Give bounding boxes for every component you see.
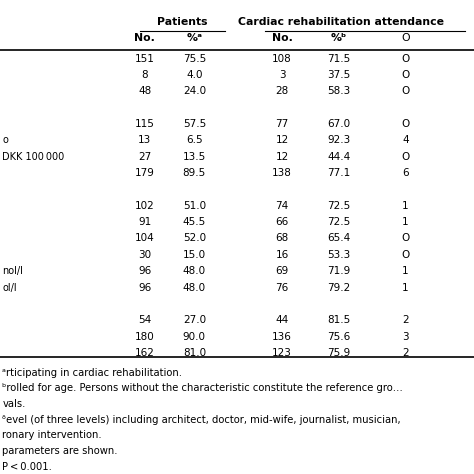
Text: 77.1: 77.1 — [327, 168, 351, 178]
Text: 48.0: 48.0 — [183, 283, 206, 292]
Text: 27.0: 27.0 — [183, 315, 206, 325]
Text: O: O — [401, 152, 410, 162]
Text: 44: 44 — [275, 315, 289, 325]
Text: 79.2: 79.2 — [327, 283, 351, 292]
Text: 68: 68 — [275, 234, 289, 244]
Text: 104: 104 — [135, 234, 155, 244]
Text: 75.9: 75.9 — [327, 348, 351, 358]
Text: 2: 2 — [402, 315, 409, 325]
Text: 28: 28 — [275, 86, 289, 96]
Text: 69: 69 — [275, 266, 289, 276]
Text: 58.3: 58.3 — [327, 86, 351, 96]
Text: parameters are shown.: parameters are shown. — [2, 446, 118, 456]
Text: 72.5: 72.5 — [327, 217, 351, 227]
Text: 1: 1 — [402, 201, 409, 211]
Text: O: O — [401, 119, 410, 129]
Text: 96: 96 — [138, 266, 151, 276]
Text: 81.5: 81.5 — [327, 315, 351, 325]
Text: 3: 3 — [279, 70, 285, 80]
Text: 44.4: 44.4 — [327, 152, 351, 162]
Text: O: O — [401, 86, 410, 96]
Text: 37.5: 37.5 — [327, 70, 351, 80]
Text: %ᵇ: %ᵇ — [331, 33, 347, 43]
Text: 48: 48 — [138, 86, 151, 96]
Text: O: O — [401, 54, 410, 64]
Text: vals.: vals. — [2, 399, 26, 409]
Text: 71.5: 71.5 — [327, 54, 351, 64]
Text: 77: 77 — [275, 119, 289, 129]
Text: 179: 179 — [135, 168, 155, 178]
Text: 138: 138 — [272, 168, 292, 178]
Text: 72.5: 72.5 — [327, 201, 351, 211]
Text: ol/l: ol/l — [2, 283, 17, 292]
Text: 71.9: 71.9 — [327, 266, 351, 276]
Text: ᶞevel (of three levels) including architect, doctor, mid-wife, journalist, music: ᶞevel (of three levels) including archit… — [2, 415, 401, 425]
Text: No.: No. — [134, 33, 155, 43]
Text: 151: 151 — [135, 54, 155, 64]
Text: 13: 13 — [138, 136, 151, 146]
Text: P < 0.001.: P < 0.001. — [2, 462, 52, 472]
Text: 91: 91 — [138, 217, 151, 227]
Text: 16: 16 — [275, 250, 289, 260]
Text: ᴏ: ᴏ — [2, 136, 8, 146]
Text: 1: 1 — [402, 283, 409, 292]
Text: O: O — [401, 250, 410, 260]
Text: 90.0: 90.0 — [183, 332, 206, 342]
Text: 1: 1 — [402, 266, 409, 276]
Text: O: O — [401, 234, 410, 244]
Text: ᵃrticipating in cardiac rehabilitation.: ᵃrticipating in cardiac rehabilitation. — [2, 368, 182, 378]
Text: Cardiac rehabilitation attendance: Cardiac rehabilitation attendance — [238, 17, 444, 27]
Text: 76: 76 — [275, 283, 289, 292]
Text: 115: 115 — [135, 119, 155, 129]
Text: 81.0: 81.0 — [183, 348, 206, 358]
Text: 66: 66 — [275, 217, 289, 227]
Text: %ᵃ: %ᵃ — [186, 33, 202, 43]
Text: 2: 2 — [402, 348, 409, 358]
Text: 74: 74 — [275, 201, 289, 211]
Text: O: O — [401, 33, 410, 43]
Text: 13.5: 13.5 — [182, 152, 206, 162]
Text: 12: 12 — [275, 152, 289, 162]
Text: 8: 8 — [141, 70, 148, 80]
Text: 65.4: 65.4 — [327, 234, 351, 244]
Text: 92.3: 92.3 — [327, 136, 351, 146]
Text: 45.5: 45.5 — [182, 217, 206, 227]
Text: DKK 100 000: DKK 100 000 — [2, 152, 64, 162]
Text: 75.5: 75.5 — [182, 54, 206, 64]
Text: 136: 136 — [272, 332, 292, 342]
Text: ronary intervention.: ronary intervention. — [2, 430, 102, 440]
Text: 48.0: 48.0 — [183, 266, 206, 276]
Text: 12: 12 — [275, 136, 289, 146]
Text: 102: 102 — [135, 201, 155, 211]
Text: 6.5: 6.5 — [186, 136, 203, 146]
Text: 51.0: 51.0 — [183, 201, 206, 211]
Text: No.: No. — [272, 33, 292, 43]
Text: 4: 4 — [402, 136, 409, 146]
Text: 54: 54 — [138, 315, 151, 325]
Text: 75.6: 75.6 — [327, 332, 351, 342]
Text: 123: 123 — [272, 348, 292, 358]
Text: 162: 162 — [135, 348, 155, 358]
Text: 67.0: 67.0 — [328, 119, 350, 129]
Text: 3: 3 — [402, 332, 409, 342]
Text: O: O — [401, 70, 410, 80]
Text: 24.0: 24.0 — [183, 86, 206, 96]
Text: 52.0: 52.0 — [183, 234, 206, 244]
Text: 27: 27 — [138, 152, 151, 162]
Text: 4.0: 4.0 — [186, 70, 202, 80]
Text: Patients: Patients — [157, 17, 208, 27]
Text: 53.3: 53.3 — [327, 250, 351, 260]
Text: 89.5: 89.5 — [182, 168, 206, 178]
Text: ᵇrolled for age. Persons without the characteristic constitute the reference gro: ᵇrolled for age. Persons without the cha… — [2, 383, 403, 393]
Text: 108: 108 — [272, 54, 292, 64]
Text: 57.5: 57.5 — [182, 119, 206, 129]
Text: 6: 6 — [402, 168, 409, 178]
Text: nol/l: nol/l — [2, 266, 23, 276]
Text: 30: 30 — [138, 250, 151, 260]
Text: 15.0: 15.0 — [183, 250, 206, 260]
Text: 180: 180 — [135, 332, 155, 342]
Text: 96: 96 — [138, 283, 151, 292]
Text: 1: 1 — [402, 217, 409, 227]
